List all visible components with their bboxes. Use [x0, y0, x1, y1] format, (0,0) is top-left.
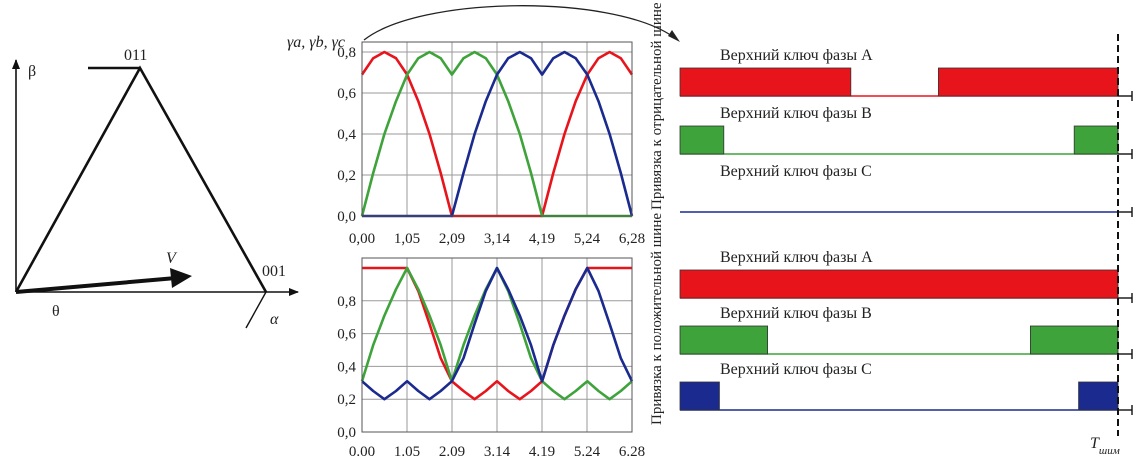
x-tick-label: 0,00	[349, 231, 375, 247]
switch-on-pulse	[679, 381, 720, 411]
switch-row: Верхний ключ фазы A	[679, 47, 1133, 101]
voltage-vector	[15, 276, 177, 294]
chart1-y-axis-label: γa, γb, γc	[287, 34, 345, 51]
switch-on-pulse	[679, 325, 768, 355]
modulation-functions-chart-top: γa, γb, γc 0,00 1,05 2,09 3,14 4,19 5,24 6,28 …	[287, 34, 645, 247]
switch-row-label: Верхний ключ фазы C	[720, 163, 872, 180]
x-tick-label: 4,19	[529, 231, 555, 247]
beta-label: β	[28, 63, 36, 80]
group-positive-bus-label: Привязка к положительной шине	[649, 213, 665, 425]
switch-row-label: Верхний ключ фазы B	[720, 105, 872, 122]
y-tick-label: 0,2	[337, 392, 356, 408]
x-tick-label: 2.09	[439, 444, 465, 460]
connector-arrow	[363, 5, 673, 41]
switch-on-pulse	[1030, 325, 1119, 355]
switch-on-pulse	[679, 269, 1119, 299]
y-tick-label: 0,4	[337, 359, 356, 375]
x-tick-label: 1.05	[394, 444, 420, 460]
chart2-frame	[361, 257, 633, 433]
series-line-c	[361, 266, 634, 401]
y-tick-label: 0,6	[337, 327, 356, 343]
x-tick-label: 3,14	[484, 231, 511, 247]
vector-label: V	[166, 250, 178, 267]
switch-on-pulse	[1078, 381, 1119, 411]
chart1-grid	[362, 42, 632, 216]
switch-row-label: Верхний ключ фазы B	[720, 305, 872, 322]
y-tick-label: 0,0	[337, 209, 356, 225]
x-tick-label: 5,24	[574, 231, 601, 247]
voltage-vector-arrowhead	[170, 268, 192, 288]
y-tick-label: 0,4	[337, 127, 356, 143]
period-label-main: T	[1090, 435, 1100, 452]
x-tick-label: 0.00	[349, 444, 375, 460]
switch-on-pulse	[679, 125, 725, 155]
y-tick-label: 0,6	[337, 86, 356, 102]
switch-on-pulse	[679, 67, 852, 97]
switch-row: Верхний ключ фазы C	[679, 361, 1133, 415]
x-tick-label: 3.14	[484, 444, 511, 460]
switch-on-pulse	[938, 67, 1119, 97]
chart2-series	[360, 266, 634, 401]
switch-row: Верхний ключ фазы B	[679, 105, 1133, 159]
vertex-011-label: 011	[124, 47, 147, 64]
chart1-frame	[361, 41, 633, 217]
y-tick-label: 0,2	[337, 168, 356, 184]
period-label: Tшим	[1090, 435, 1120, 457]
switch-row-label: Верхний ключ фазы A	[720, 47, 873, 64]
chart2-x-ticks: 0.00 1.05 2.09 3.14 4.19 5.24 6.28	[349, 444, 645, 460]
chart2-y-ticks: 0,0 0,2 0,4 0,6 0,8	[337, 294, 356, 441]
y-tick-label: 0,8	[337, 294, 356, 310]
x-tick-label: 4.19	[529, 444, 555, 460]
x-tick-label: 6,28	[619, 231, 645, 247]
connector-arrowhead	[668, 30, 680, 42]
hexagon-lower-edge	[245, 291, 267, 329]
y-tick-label: 0,8	[337, 45, 356, 61]
switch-row-label: Верхний ключ фазы A	[720, 249, 873, 266]
x-tick-label: 5.24	[574, 444, 601, 460]
space-vector-diagram: β α θ V 011 001	[12, 47, 299, 329]
chart1-y-ticks: 0,0 0,2 0,4 0,6 0,8	[337, 45, 356, 225]
theta-label: θ	[52, 303, 60, 320]
group-negative-bus-label: Привязка к отрицательной шине	[649, 2, 665, 210]
chart2-grid	[362, 258, 632, 432]
x-tick-label: 6.28	[619, 444, 645, 460]
hexagon-sector-edge	[14, 65, 268, 293]
switch-row: Верхний ключ фазы A	[679, 249, 1133, 303]
alpha-label: α	[270, 311, 279, 328]
y-tick-label: 0,0	[337, 425, 356, 441]
switch-row: Верхний ключ фазы B	[679, 305, 1133, 359]
vertex-001-label: 001	[262, 263, 286, 280]
modulation-functions-chart-bottom: 0.00 1.05 2.09 3.14 4.19 5.24 6.28 0,00,20,40,…	[337, 257, 645, 460]
switching-diagram: Привязка к отрицательной шине Привязка к…	[649, 2, 1133, 457]
switch-row-label: Верхний ключ фазы C	[720, 361, 872, 378]
chart1-x-ticks: 0,00 1,05 2,09 3,14 4,19 5,24 6,28	[349, 231, 645, 247]
switch-rows: Верхний ключ фазы A Верхний ключ фазы B Ве…	[679, 47, 1133, 415]
switch-row: Верхний ключ фазы C	[680, 163, 1133, 217]
period-label-sub: шим	[1099, 445, 1120, 457]
x-tick-label: 1,05	[394, 231, 420, 247]
switch-on-pulse	[1073, 125, 1119, 155]
x-tick-label: 2,09	[439, 231, 465, 247]
